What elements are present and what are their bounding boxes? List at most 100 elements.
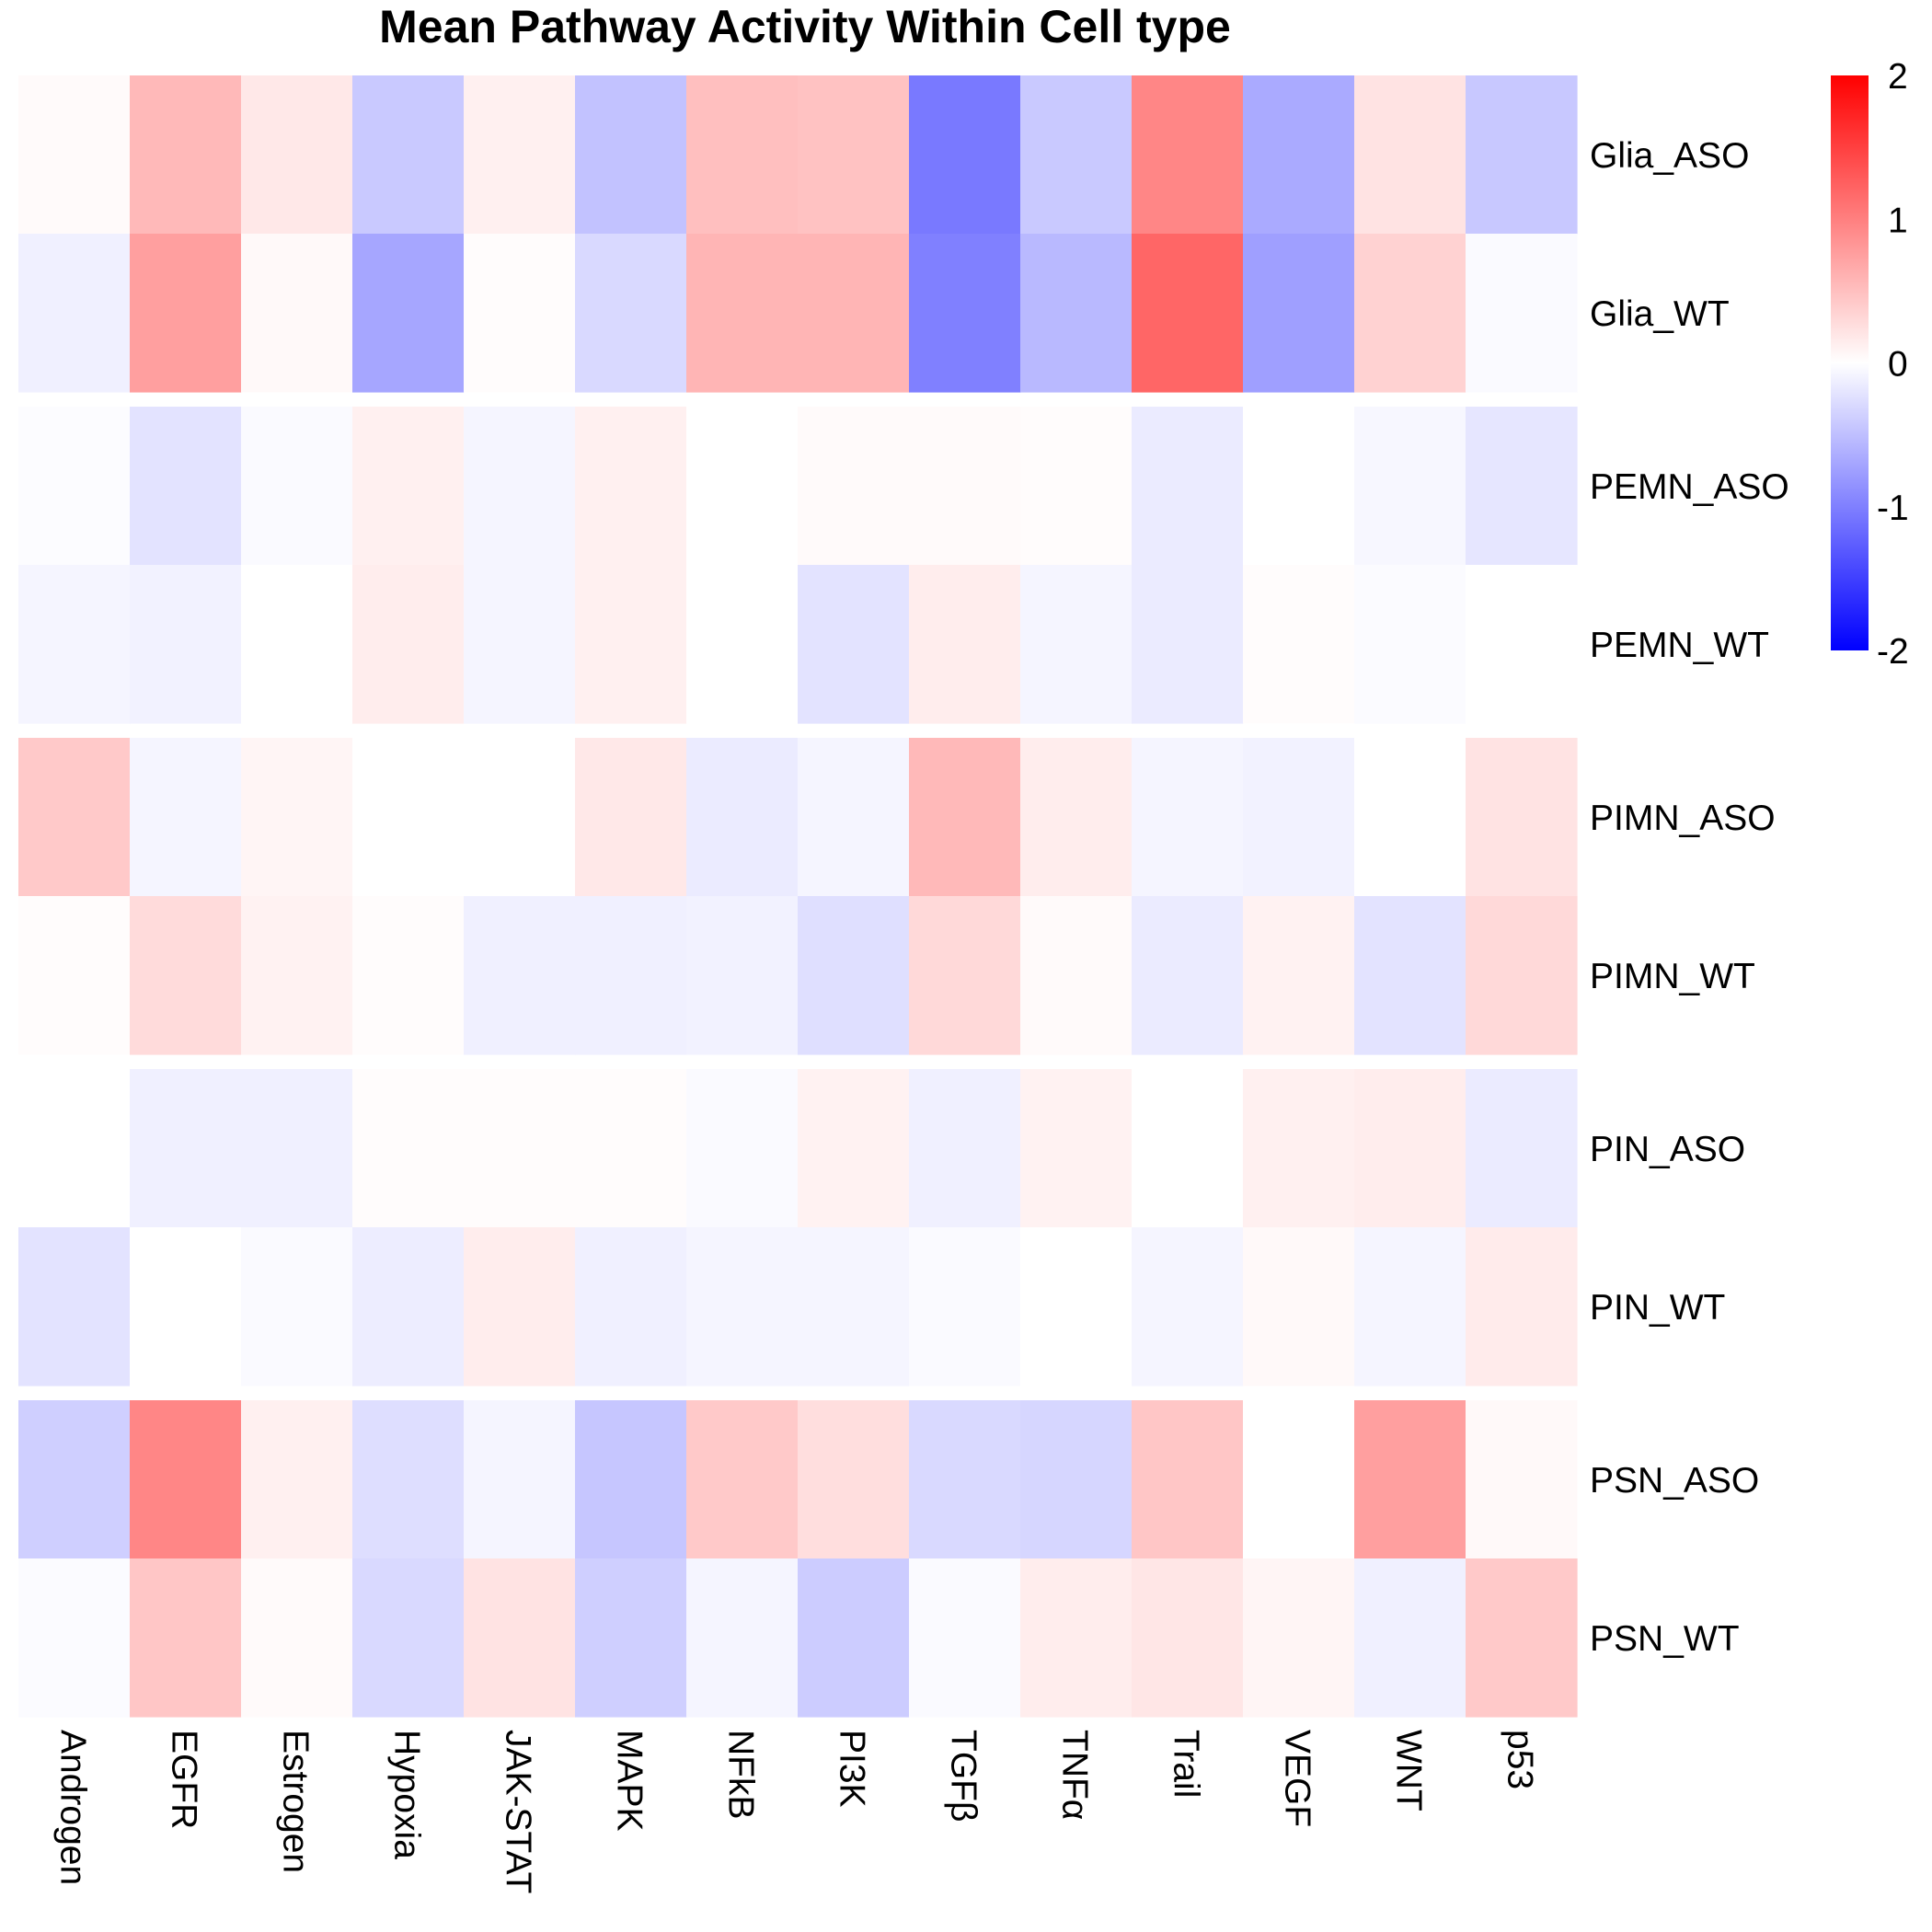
- heatmap-cell: [1020, 1227, 1133, 1386]
- heatmap-cell: [909, 75, 1021, 235]
- heatmap-cell: [352, 75, 465, 235]
- row-labels: Glia_ASO Glia_WT PEMN_ASO PEMN_WT PIMN_ASO PI…: [1590, 136, 1789, 1659]
- heatmap-cell: [909, 407, 1021, 566]
- heatmap-cell: [1132, 407, 1244, 566]
- heatmap-cell: [686, 1227, 799, 1386]
- heatmap-cell: [1466, 738, 1578, 897]
- row-label: PEMN_WT: [1590, 626, 1769, 665]
- column-label: Hypoxia: [387, 1730, 427, 1859]
- heatmap-cell: [909, 1227, 1021, 1386]
- heatmap-cell: [130, 1558, 242, 1718]
- legend-tick-label: 1: [1888, 201, 1908, 240]
- column-label: Estrogen: [276, 1730, 316, 1873]
- heatmap-cell: [241, 896, 353, 1055]
- heatmap-cell: [352, 407, 465, 566]
- column-labels: Androgen EGFR Estrogen Hypoxia JAK-STAT MAPK N…: [53, 1730, 1540, 1893]
- heatmap-cell: [798, 565, 910, 724]
- heatmap-cell: [909, 234, 1021, 393]
- heatmap-cells: [18, 75, 1578, 1718]
- heatmap-cell: [1354, 1227, 1466, 1386]
- column-label: NFkB: [721, 1730, 761, 1820]
- heatmap-cell: [352, 1069, 465, 1228]
- heatmap-cell: [909, 1069, 1021, 1228]
- heatmap-cell: [352, 1227, 465, 1386]
- heatmap-cell: [1466, 896, 1578, 1055]
- heatmap-cell: [18, 1558, 131, 1718]
- heatmap-cell: [464, 1400, 576, 1559]
- heatmap-cell: [1243, 407, 1355, 566]
- heatmap-cell: [130, 738, 242, 897]
- heatmap-cell: [1132, 1069, 1244, 1228]
- heatmap-cell: [686, 234, 799, 393]
- column-label: WNT: [1389, 1730, 1429, 1811]
- row-label: PIN_WT: [1590, 1288, 1725, 1328]
- heatmap-cell: [1466, 234, 1578, 393]
- heatmap-cell: [798, 1227, 910, 1386]
- heatmap-cell: [798, 896, 910, 1055]
- heatmap-cell: [1466, 1069, 1578, 1228]
- chart-title: Mean Pathway Activity Within Cell type: [379, 1, 1231, 52]
- heatmap-cell: [18, 896, 131, 1055]
- heatmap-cell: [575, 407, 687, 566]
- heatmap-cell: [798, 1400, 910, 1559]
- row-label: PIN_ASO: [1590, 1130, 1745, 1169]
- heatmap-cell: [575, 1400, 687, 1559]
- heatmap-cell: [909, 1400, 1021, 1559]
- heatmap-cell: [1243, 896, 1355, 1055]
- heatmap-cell: [1243, 75, 1355, 235]
- heatmap-cell: [575, 234, 687, 393]
- row-label: PIMN_WT: [1590, 957, 1755, 996]
- row-label: PEMN_ASO: [1590, 467, 1789, 507]
- legend-tick-label: -2: [1877, 632, 1909, 672]
- heatmap-cell: [1020, 738, 1133, 897]
- heatmap-cell: [1132, 1400, 1244, 1559]
- heatmap-cell: [241, 1227, 353, 1386]
- heatmap-cell: [241, 1069, 353, 1228]
- legend-tick-label: 0: [1888, 345, 1908, 385]
- heatmap-cell: [686, 1558, 799, 1718]
- heatmap-cell: [798, 75, 910, 235]
- column-label: EGFR: [165, 1730, 204, 1829]
- column-label: VEGF: [1278, 1730, 1317, 1827]
- heatmap-cell: [18, 738, 131, 897]
- heatmap-cell: [241, 75, 353, 235]
- heatmap-cell: [130, 234, 242, 393]
- heatmap-cell: [686, 896, 799, 1055]
- heatmap-cell: [241, 1558, 353, 1718]
- heatmap-cell: [18, 1227, 131, 1386]
- heatmap-cell: [909, 1558, 1021, 1718]
- heatmap-cell: [464, 1069, 576, 1228]
- row-label: PIMN_ASO: [1590, 799, 1776, 838]
- heatmap-cell: [1354, 896, 1466, 1055]
- heatmap-cell: [1132, 565, 1244, 724]
- heatmap-cell: [352, 738, 465, 897]
- heatmap-cell: [464, 738, 576, 897]
- heatmap-cell: [575, 1069, 687, 1228]
- heatmap-cell: [130, 1400, 242, 1559]
- heatmap-cell: [686, 565, 799, 724]
- column-label: p53: [1501, 1730, 1540, 1789]
- heatmap-cell: [686, 1069, 799, 1228]
- heatmap-cell: [1243, 738, 1355, 897]
- heatmap-cell: [1243, 1069, 1355, 1228]
- heatmap-cell: [1354, 234, 1466, 393]
- heatmap-cell: [798, 234, 910, 393]
- heatmap-cell: [1020, 75, 1133, 235]
- heatmap-cell: [130, 896, 242, 1055]
- row-label: PSN_ASO: [1590, 1461, 1759, 1501]
- heatmap-cell: [1354, 1558, 1466, 1718]
- heatmap-cell: [18, 234, 131, 393]
- heatmap-cell: [130, 1069, 242, 1228]
- heatmap-cell: [1243, 1400, 1355, 1559]
- column-label: TGFβ: [944, 1730, 983, 1822]
- heatmap-cell: [18, 565, 131, 724]
- heatmap-cell: [1243, 1558, 1355, 1718]
- column-label: PI3K: [833, 1730, 872, 1808]
- heatmap-cell: [1243, 565, 1355, 724]
- heatmap-cell: [1354, 75, 1466, 235]
- heatmap-cell: [575, 1227, 687, 1386]
- heatmap-cell: [18, 75, 131, 235]
- heatmap-cell: [1243, 1227, 1355, 1386]
- heatmap-cell: [1466, 1227, 1578, 1386]
